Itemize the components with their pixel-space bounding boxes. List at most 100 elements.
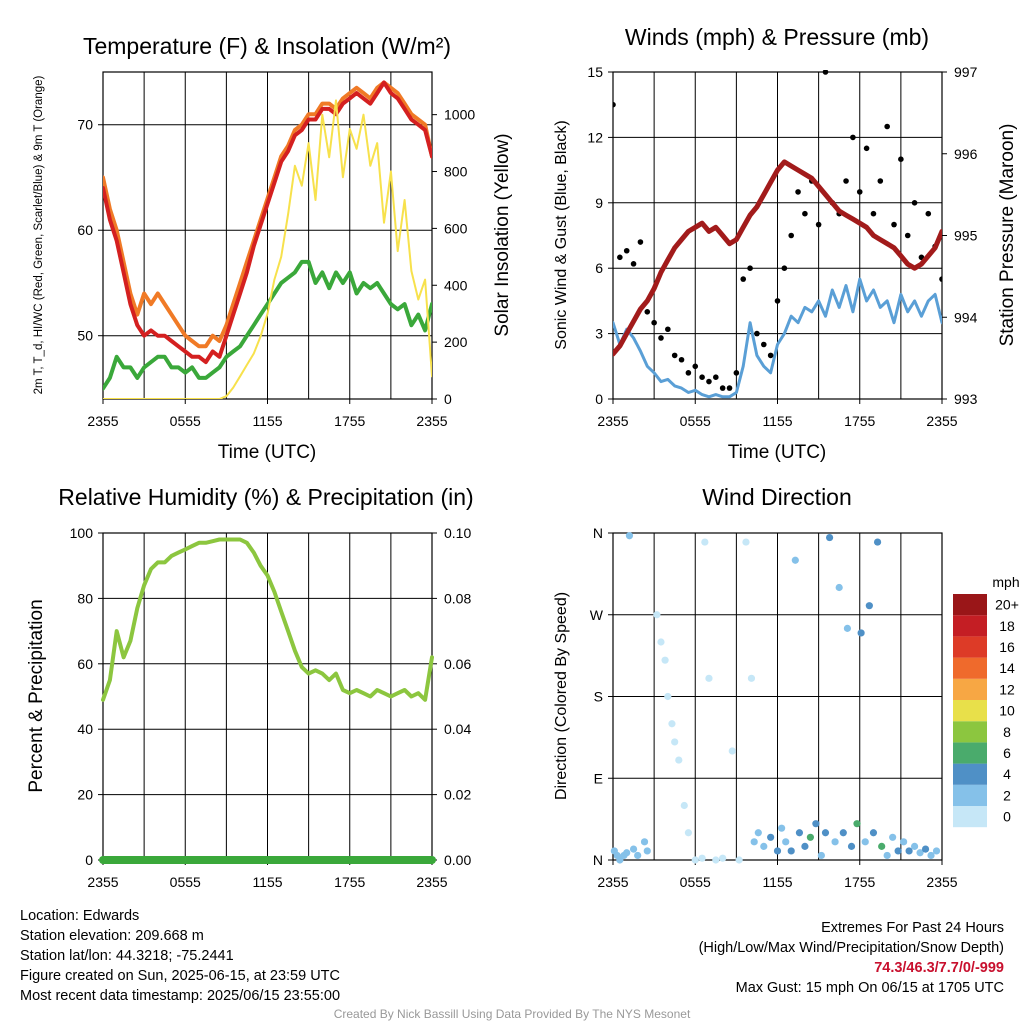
direction-point <box>623 849 631 857</box>
speed-legend: mph 0 2 4 6 8 10 12 14 16 18 20+ <box>953 574 1020 828</box>
dir-xtick-label: 1755 <box>844 874 875 890</box>
rh-ytick-label: 100 <box>70 525 94 541</box>
direction-point <box>801 842 809 850</box>
direction-point <box>791 556 799 564</box>
gust-point <box>898 156 904 162</box>
max-gust-text: Max Gust: 15 mph On 06/15 at 1705 UTC <box>735 980 1004 996</box>
direction-point <box>825 533 834 542</box>
direction-point <box>889 833 897 841</box>
direction-point <box>812 820 820 828</box>
gust-point <box>850 134 856 141</box>
legend-swatch <box>953 657 987 679</box>
temperature-panel: Temperature (F) & Insolation (W/m²) Time… <box>33 33 513 463</box>
direction-point <box>839 829 847 837</box>
winds-chart-title: Winds (mph) & Pressure (mb) <box>625 24 929 50</box>
legend-label: 10 <box>999 703 1015 719</box>
direction-point <box>782 838 790 846</box>
direction-point <box>668 720 676 728</box>
insolation-series <box>103 99 432 399</box>
direction-point <box>853 820 861 828</box>
legend-label: 12 <box>999 681 1015 697</box>
station-info: Location: Edwards Station elevation: 209… <box>20 906 340 1006</box>
precip-ytick-label: 0.00 <box>444 852 471 868</box>
winds-plot-area: 2355 0555 1155 1755 2355 0 3 6 9 12 15 993 994 995 996… <box>587 64 977 429</box>
humidity-panel: Relative Humidity (%) & Precipitation (i… <box>26 484 474 890</box>
precip-ytick-label: 0.06 <box>444 656 471 672</box>
dir-ytick-label: W <box>590 607 604 623</box>
gust-point <box>863 145 870 152</box>
direction-point <box>932 847 941 855</box>
dir-xtick-label: 1155 <box>762 874 792 890</box>
direction-point <box>657 638 665 646</box>
dir-ytick-label: N <box>593 525 603 541</box>
gust-point <box>877 178 884 184</box>
direction-point <box>675 756 683 764</box>
direction-point <box>640 838 649 846</box>
gust-point <box>939 276 942 282</box>
gust-point <box>767 352 774 359</box>
humidity-chart-title: Relative Humidity (%) & Precipitation (i… <box>58 484 473 510</box>
gust-point <box>760 341 767 348</box>
gust-point <box>802 210 808 217</box>
legend-label: 4 <box>1003 766 1011 782</box>
temp-ytick-label: 60 <box>77 222 93 238</box>
gust-point <box>623 247 630 254</box>
wind-ytick-label: 3 <box>595 326 603 342</box>
insolation-ytick-right-label: 600 <box>444 220 468 236</box>
gust-point <box>658 335 664 341</box>
direction-point <box>634 851 642 860</box>
gust-point <box>740 276 747 282</box>
gust-point <box>781 265 788 272</box>
legend-swatch <box>953 763 987 785</box>
dewpoint-series <box>103 259 432 391</box>
direction-point <box>857 629 865 637</box>
temp-xtick-label: 1155 <box>252 413 282 429</box>
direction-point <box>680 801 688 810</box>
dir-xtick-label: 2355 <box>597 874 628 890</box>
gust-point <box>637 239 644 245</box>
temp-xtick-label: 2355 <box>87 413 118 429</box>
direction-point <box>712 856 720 864</box>
wind-xtick-label: 2355 <box>926 413 957 429</box>
rh-xtick-label: 2355 <box>87 874 118 890</box>
wind-direction-panel: Wind Direction Direction (Colored By Spe… <box>553 484 1020 890</box>
gust-point <box>843 178 849 184</box>
legend-label: 8 <box>1003 724 1011 740</box>
gust-point <box>870 210 877 217</box>
gust-point <box>644 309 651 315</box>
direction-point <box>873 538 882 546</box>
rh-xtick-label: 1155 <box>252 874 282 890</box>
winds-x-axis-label: Time (UTC) <box>728 442 827 463</box>
insolation-y-axis-label: Solar Insolation (Yellow) <box>492 133 513 336</box>
dir-ytick-label: E <box>594 770 603 786</box>
humidity-y-axis-label: Percent & Precipitation <box>26 599 47 792</box>
rh-xtick-label: 0555 <box>170 874 201 890</box>
direction-point <box>843 624 852 632</box>
direction-point <box>691 856 699 864</box>
insolation-ytick-right-label: 800 <box>444 164 468 180</box>
wind-series-group <box>613 70 942 399</box>
rh-ytick-label: 60 <box>77 656 93 672</box>
direction-point <box>916 849 924 857</box>
wind-xtick-label: 1755 <box>844 413 875 429</box>
gust-point <box>706 378 712 385</box>
direction-point <box>910 842 919 850</box>
gust-point <box>678 356 685 363</box>
gust-point <box>795 189 801 195</box>
figure-canvas: Temperature (F) & Insolation (W/m²) Time… <box>26 24 1020 890</box>
direction-point <box>625 532 634 540</box>
temp-xtick-label: 2355 <box>416 413 447 429</box>
direction-point <box>742 538 750 546</box>
wind-series <box>613 277 942 399</box>
direction-point <box>894 847 902 855</box>
gust-point <box>904 232 911 239</box>
direction-point <box>795 829 804 837</box>
legend-swatch <box>953 700 987 722</box>
direction-plot-area: 2355 0555 1155 1755 2355 N E S W N <box>590 525 958 890</box>
direction-point <box>728 747 736 755</box>
gust-point <box>747 265 753 272</box>
direction-point <box>865 602 873 610</box>
rh-xtick-label: 1755 <box>334 874 365 890</box>
direction-point <box>831 838 839 846</box>
winds-y-axis-label: Sonic Wind & Gust (Blue, Black) <box>553 120 570 349</box>
